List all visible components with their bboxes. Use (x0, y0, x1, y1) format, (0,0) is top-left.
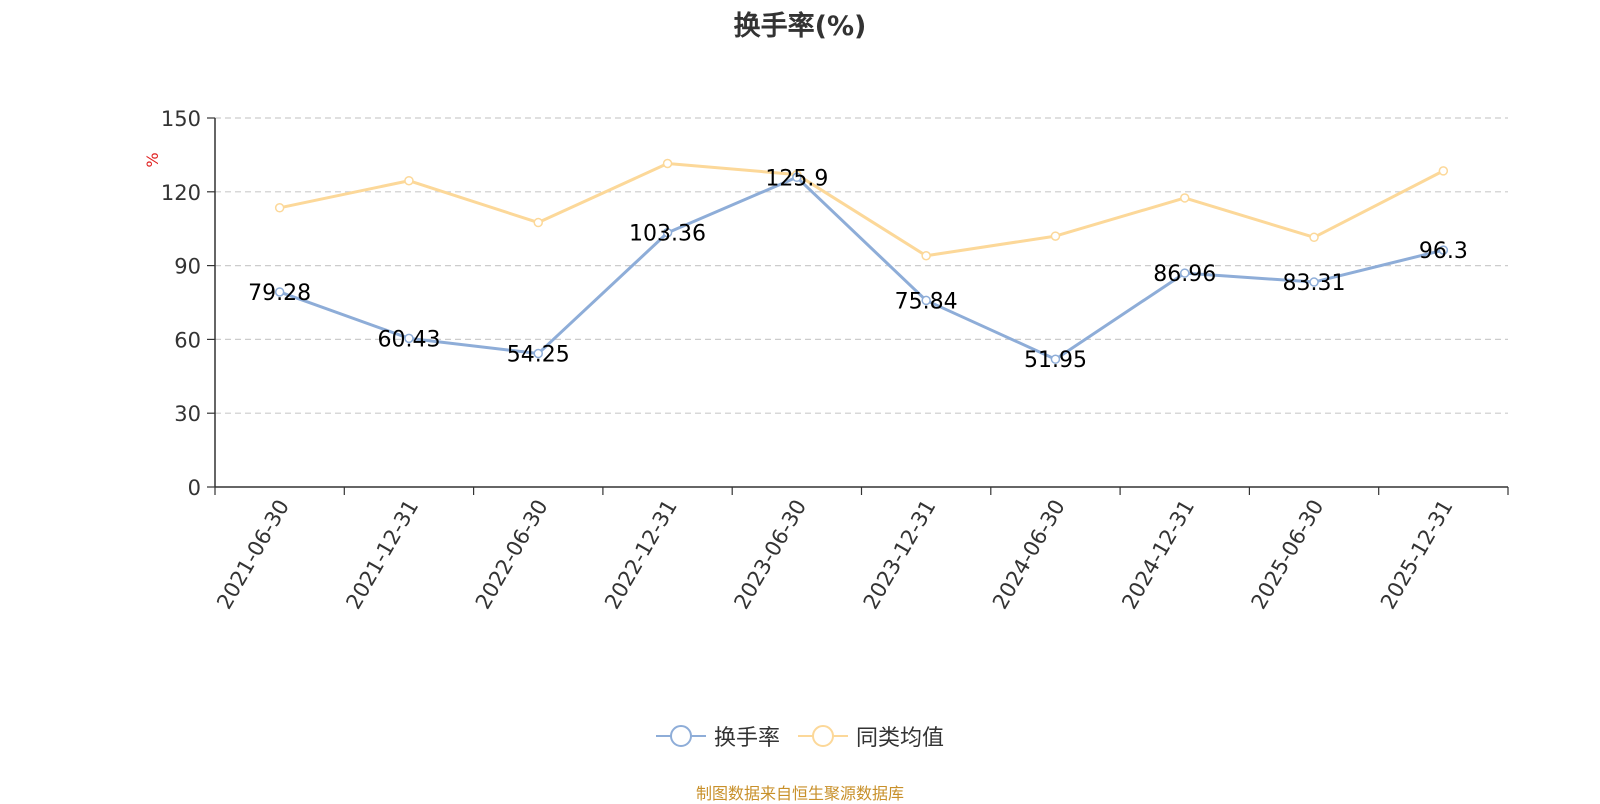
axes: 0 30 60 90 120 150 2021-06-30 2021-12-31 2022-06… (161, 107, 1509, 614)
data-label-9: 96.3 (1419, 239, 1468, 264)
x-tick-label-2025-06-30: 2025-06-30 (1247, 496, 1329, 614)
x-tick-label-2022-06-30: 2022-06-30 (471, 496, 553, 614)
data-label-0: 79.28 (248, 281, 311, 306)
series-0-point-8 (1309, 277, 1319, 287)
series-0-point-5 (921, 295, 931, 306)
data-label-7: 86.96 (1153, 262, 1216, 287)
series-line-1 (279, 162, 1445, 258)
series-1-point-7 (1180, 193, 1190, 203)
x-tick-label-2023-12-31: 2023-12-31 (859, 496, 941, 614)
series (274, 158, 1449, 364)
legend-marker-turnover (655, 725, 706, 747)
y-tick-label-90: 90 (174, 255, 201, 279)
data-label-8: 83.31 (1283, 271, 1346, 296)
series-0-point-3 (662, 227, 673, 238)
series-1-point-2 (533, 217, 543, 228)
data-label-3: 103.36 (629, 222, 706, 247)
series-1-point-6 (1050, 231, 1061, 241)
legend: 换手率 同类均值 (0, 720, 1600, 752)
x-tick-label-2022-12-31: 2022-12-31 (600, 496, 682, 614)
data-label-5: 75.84 (895, 289, 958, 314)
series-0-point-6 (1050, 354, 1061, 364)
y-tick-label-60: 60 (174, 328, 201, 352)
data-label-6: 51.95 (1024, 348, 1087, 373)
x-tick-label-2021-06-30: 2021-06-30 (212, 496, 294, 614)
series-1-point-8 (1309, 232, 1319, 243)
y-tick-label-120: 120 (161, 181, 201, 205)
series-0-point-9 (1438, 245, 1449, 255)
x-tick-label-2021-12-31: 2021-12-31 (341, 496, 423, 614)
series-0-point-4 (792, 172, 802, 183)
x-tick-label-2025-12-31: 2025-12-31 (1376, 496, 1458, 614)
data-label-1: 60.43 (377, 327, 440, 352)
x-tick-label-2024-12-31: 2024-12-31 (1117, 496, 1199, 614)
data-label-4: 125.9 (765, 166, 828, 191)
grid-lines (215, 117, 1508, 414)
series-1-point-5 (921, 251, 931, 261)
series-1-point-3 (662, 158, 673, 169)
data-label-2: 54.25 (507, 343, 570, 368)
source-note: 制图数据来自恒生聚源数据库 (695, 784, 904, 803)
series-0-point-0 (274, 287, 285, 297)
legend-item-turnover[interactable]: 换手率 (655, 720, 780, 752)
series-1-point-9 (1438, 166, 1449, 176)
series-1-point-0 (274, 203, 285, 213)
legend-marker-peer-average (798, 725, 848, 747)
series-0-point-7 (1180, 268, 1190, 278)
legend-label-turnover: 换手率 (713, 726, 780, 751)
y-tick-label-30: 30 (174, 402, 201, 426)
legend-label-peer-average: 同类均值 (856, 726, 945, 751)
chart-title: 换手率(%) (733, 11, 867, 42)
legend-item-peer-average[interactable]: 同类均值 (798, 720, 944, 752)
y-axis-unit-label: % (143, 152, 162, 167)
series-0-point-1 (404, 333, 414, 344)
x-tick-label-2024-06-30: 2024-06-30 (988, 496, 1070, 614)
x-tick-label-2023-06-30: 2023-06-30 (729, 496, 811, 614)
data-labels: 79.28 60.43 54.25 103.36 125.9 75.84 51.95 86.9… (248, 166, 1468, 373)
series-1-point-1 (404, 175, 414, 186)
y-tick-label-0: 0 (188, 476, 201, 500)
series-0-point-2 (533, 348, 543, 359)
y-tick-label-150: 150 (161, 107, 201, 131)
series-line-0 (279, 175, 1444, 361)
